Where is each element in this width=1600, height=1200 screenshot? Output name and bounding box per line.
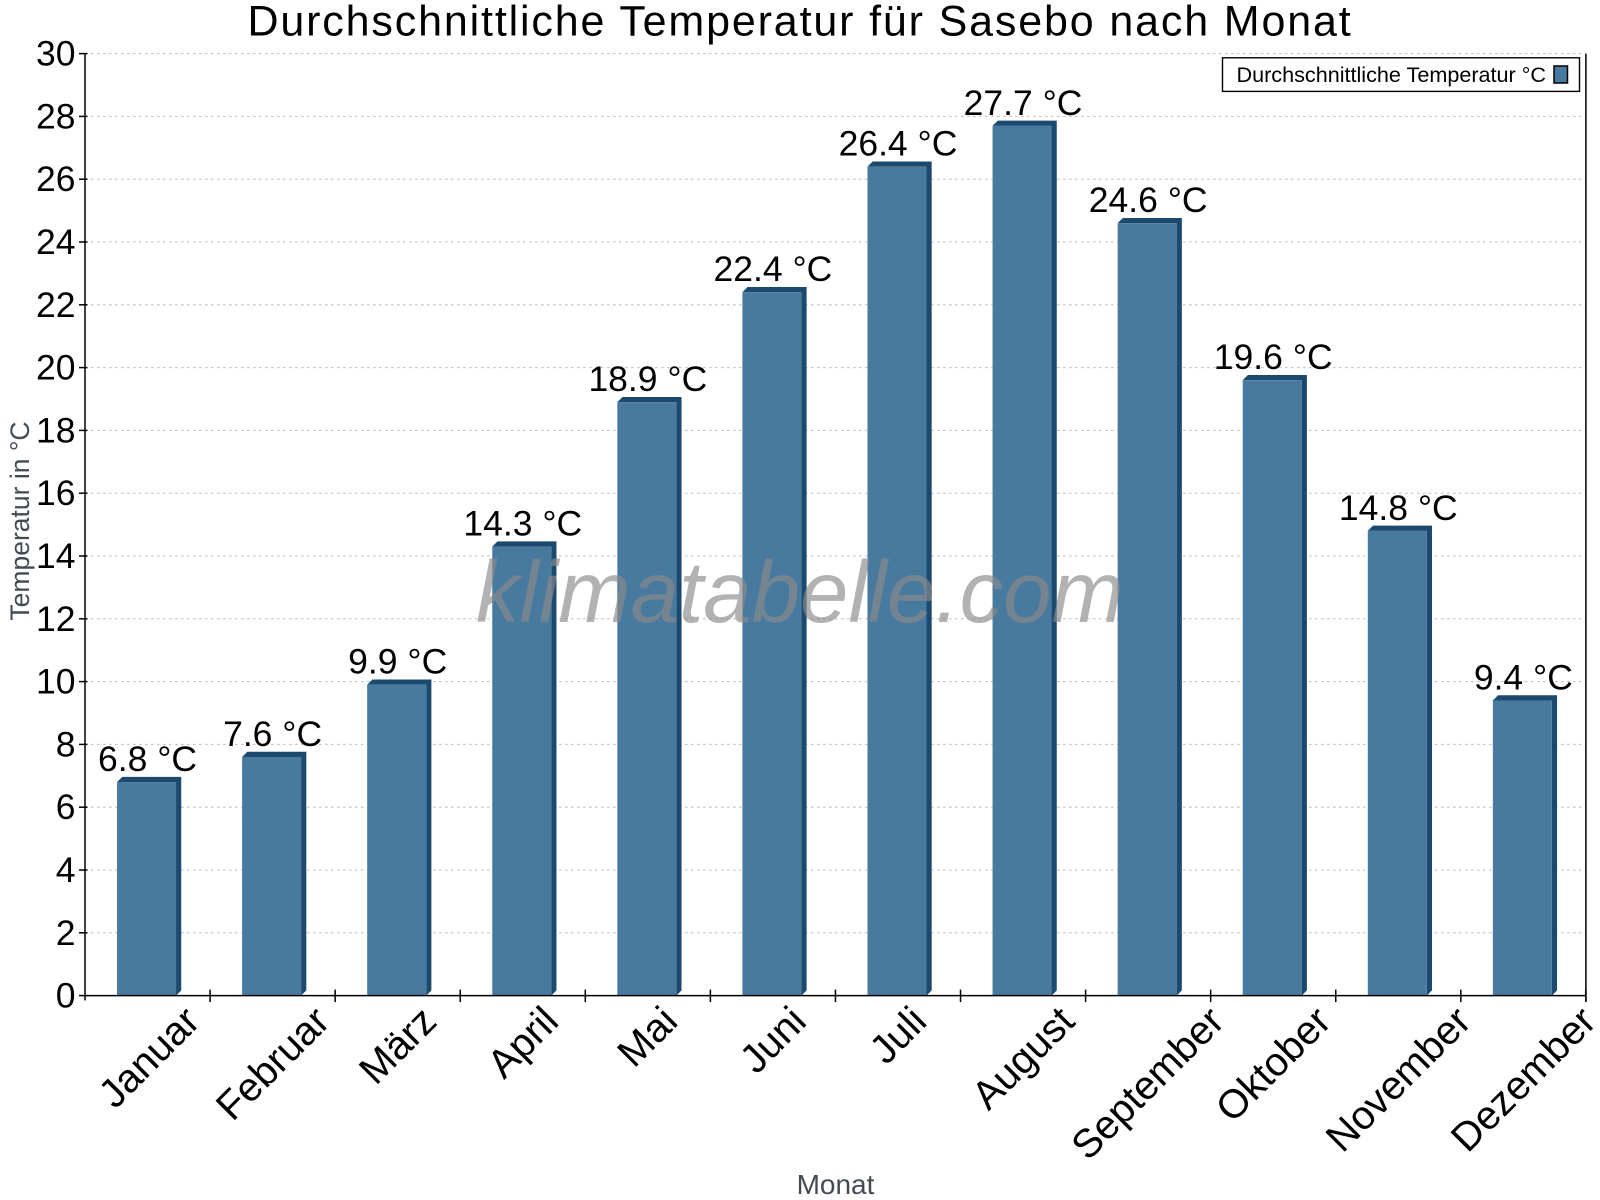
svg-text:4: 4 bbox=[56, 850, 76, 890]
svg-text:26.4 °C: 26.4 °C bbox=[839, 124, 958, 164]
svg-text:2: 2 bbox=[56, 913, 76, 953]
svg-text:Durchschnittliche Temperatur °: Durchschnittliche Temperatur °C bbox=[1237, 62, 1546, 87]
svg-text:9.9 °C: 9.9 °C bbox=[348, 642, 447, 682]
svg-text:Durchschnittliche Temperatur f: Durchschnittliche Temperatur für Sasebo … bbox=[247, 0, 1352, 46]
svg-text:27.7 °C: 27.7 °C bbox=[964, 83, 1083, 123]
svg-text:14.3 °C: 14.3 °C bbox=[463, 504, 582, 544]
svg-text:6.8 °C: 6.8 °C bbox=[98, 739, 197, 779]
svg-text:26: 26 bbox=[36, 159, 76, 199]
svg-text:24.6 °C: 24.6 °C bbox=[1089, 180, 1208, 220]
svg-text:klimatabelle.com: klimatabelle.com bbox=[476, 544, 1124, 641]
svg-text:7.6 °C: 7.6 °C bbox=[223, 714, 322, 754]
svg-text:9.4 °C: 9.4 °C bbox=[1474, 657, 1573, 697]
svg-text:28: 28 bbox=[36, 96, 76, 136]
svg-text:0: 0 bbox=[56, 976, 76, 1016]
svg-text:10: 10 bbox=[36, 662, 76, 702]
svg-text:22: 22 bbox=[36, 285, 76, 325]
svg-text:30: 30 bbox=[36, 34, 76, 74]
svg-text:6: 6 bbox=[56, 787, 76, 827]
svg-text:19.6 °C: 19.6 °C bbox=[1214, 337, 1333, 377]
svg-text:Monat: Monat bbox=[797, 1169, 875, 1200]
svg-text:22.4 °C: 22.4 °C bbox=[714, 249, 833, 289]
svg-text:18: 18 bbox=[36, 410, 76, 450]
svg-text:16: 16 bbox=[36, 473, 76, 513]
svg-text:12: 12 bbox=[36, 599, 76, 639]
svg-text:18.9 °C: 18.9 °C bbox=[588, 359, 707, 399]
svg-text:14: 14 bbox=[36, 536, 76, 576]
svg-text:8: 8 bbox=[56, 724, 76, 764]
svg-text:24: 24 bbox=[36, 222, 76, 262]
svg-text:Temperatur in °C: Temperatur in °C bbox=[5, 421, 35, 620]
svg-text:14.8 °C: 14.8 °C bbox=[1339, 488, 1458, 528]
svg-text:20: 20 bbox=[36, 348, 76, 388]
